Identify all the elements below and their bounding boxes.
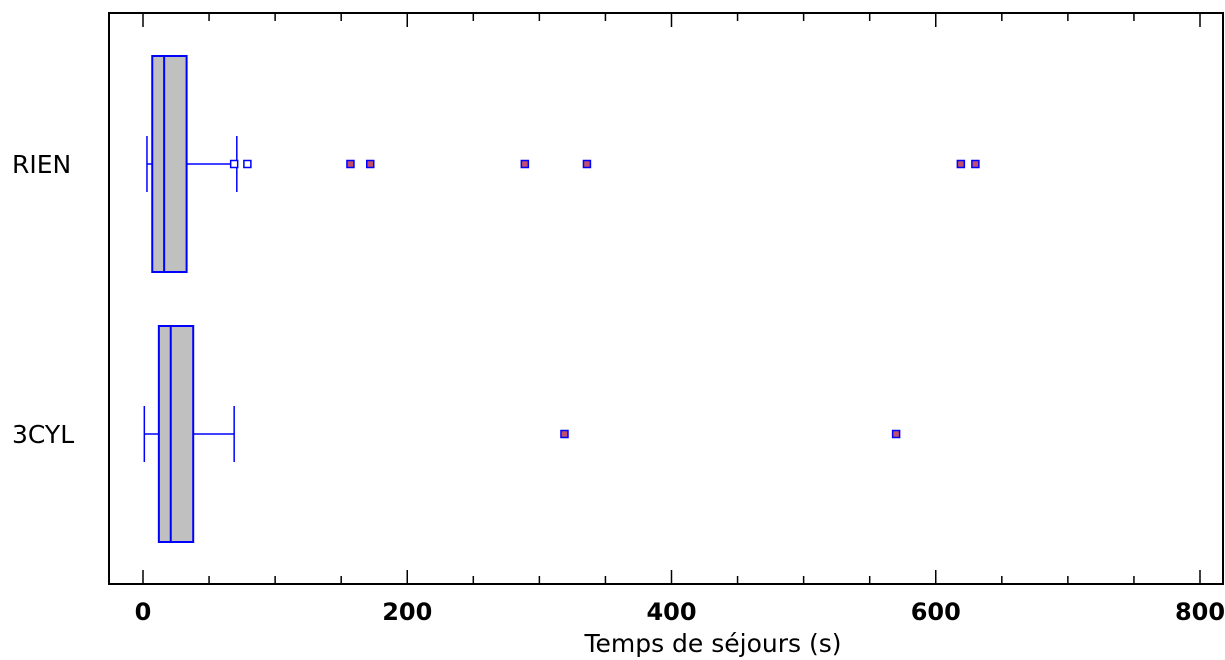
x-axis: 0 200 400 600 800: [135, 13, 1225, 626]
far-outlier-point: [560, 429, 569, 439]
category-labels: RIEN 3CYL: [12, 150, 74, 449]
far-outlier-point: [891, 429, 901, 439]
outlier-point: [229, 159, 239, 169]
far-outlier-point: [956, 159, 966, 169]
far-outlier-point: [582, 159, 592, 169]
far-outlier-point: [971, 159, 980, 169]
category-label: RIEN: [12, 150, 71, 179]
far-outlier-point: [346, 159, 355, 169]
x-tick-label: 600: [911, 598, 961, 626]
box-iqr: [157, 325, 195, 543]
box-group: [146, 55, 980, 273]
x-tick-label: 800: [1175, 598, 1225, 626]
box-iqr: [151, 55, 188, 273]
x-tick-label: 400: [646, 598, 696, 626]
category-label: 3CYL: [12, 420, 74, 449]
x-tick-label: 200: [382, 598, 432, 626]
box-group: [143, 325, 901, 543]
outlier-point: [243, 159, 252, 169]
far-outlier-point: [520, 159, 530, 169]
box-series: [143, 55, 980, 543]
plot-frame: [108, 12, 1224, 585]
x-tick-label: 0: [135, 598, 152, 626]
far-outlier-point: [366, 159, 375, 169]
x-axis-title: Temps de séjours (s): [583, 629, 841, 658]
